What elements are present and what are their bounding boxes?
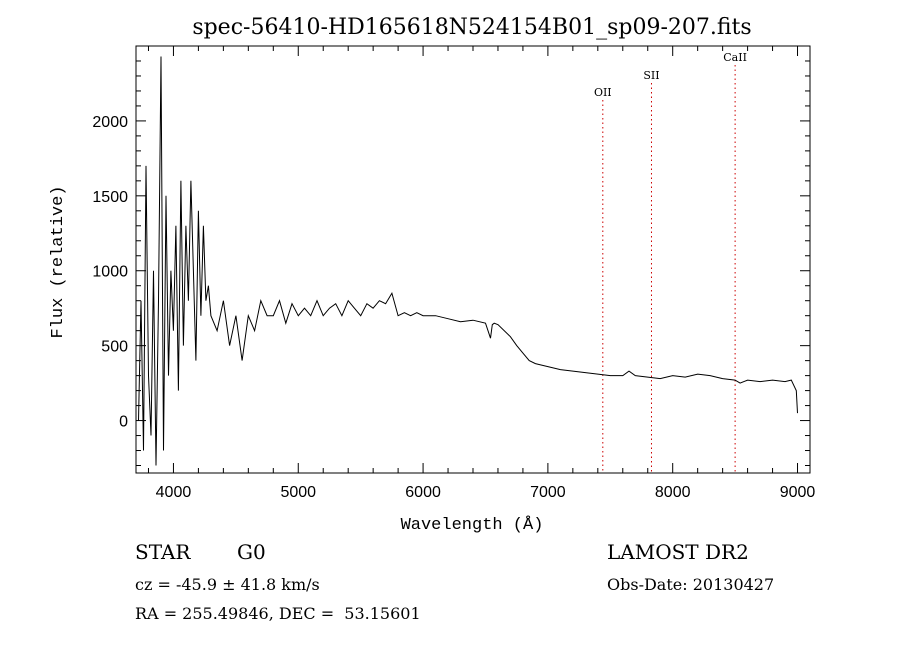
y-tick-label: 500 [101,339,128,356]
y-tick-label: 1000 [92,264,128,281]
x-tick-label: 5000 [280,484,316,501]
plot-frame [135,45,811,474]
x-tick-label: 7000 [530,484,566,501]
x-tick-label: 4000 [156,484,192,501]
x-tick-label: 8000 [655,484,691,501]
y-axis-label: Flux (relative) [49,185,68,338]
survey-name: LAMOST DR2 [607,540,749,564]
y-tick-label: 2000 [92,114,128,131]
emission-line-label: CaII [723,51,747,64]
chart-title: spec-56410-HD165618N524154B01_sp09-207.f… [192,15,751,40]
emission-line-markers: OII SII CaII [594,51,747,473]
sky-coordinates: RA = 255.49846, DEC = 53.15601 [135,604,421,623]
x-tick-label: 9000 [780,484,816,501]
y-tick-label: 0 [119,414,128,431]
object-subclass: G0 [237,540,266,564]
observation-date: Obs-Date: 20130427 [607,575,775,594]
x-tick-label: 6000 [405,484,441,501]
x-axis-label: Wavelength (Å) [401,516,544,535]
spectrum-line [138,56,798,466]
object-class: STAR [135,540,191,564]
y-tick-label: 1500 [92,189,128,206]
emission-line-label: SII [643,69,659,82]
emission-line-label: OII [594,86,612,99]
redshift-value: cz = -45.9 ± 41.8 km/s [135,575,320,594]
axis-ticks: 4000 5000 6000 7000 8000 9000 0 500 1000 1500 2000 [92,46,815,501]
